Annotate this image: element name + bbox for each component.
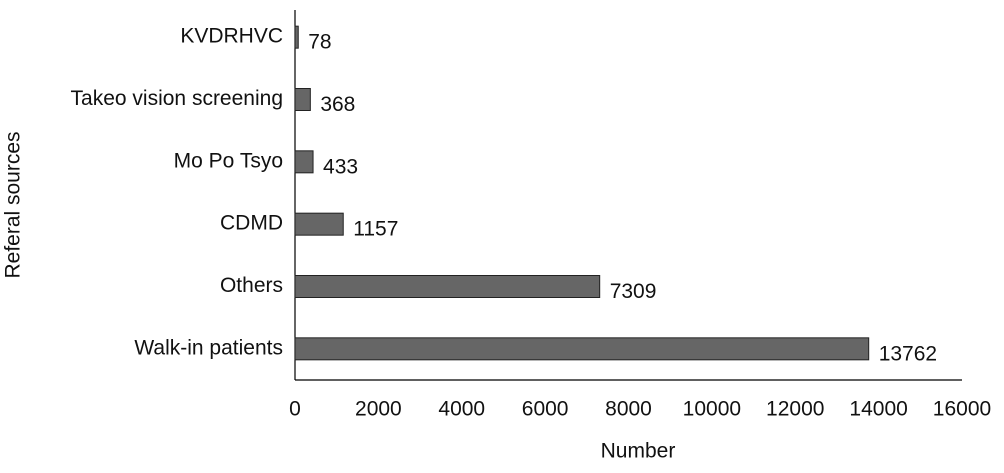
y-tick-label: KVDRHVC <box>180 25 283 48</box>
x-tick-label: 14000 <box>849 398 907 421</box>
bar <box>294 150 314 174</box>
bar <box>294 212 344 236</box>
y-tick-label: Walk-in patients <box>134 336 283 359</box>
x-axis-title: Number <box>601 440 676 463</box>
bar <box>294 337 870 361</box>
y-tick-label: CDMD <box>220 212 283 235</box>
y-tick-label: Mo Po Tsyo <box>174 149 283 172</box>
x-tick-label: 12000 <box>766 398 824 421</box>
y-tick-label: Others <box>220 274 283 297</box>
y-tick-label: Takeo vision screening <box>71 87 283 110</box>
bar <box>294 25 299 49</box>
x-tick-label: 0 <box>289 398 301 421</box>
value-label: 368 <box>320 93 355 116</box>
bar <box>294 88 311 111</box>
value-label: 433 <box>323 155 358 178</box>
bar <box>294 275 601 298</box>
x-tick-label: 16000 <box>933 398 991 421</box>
value-label: 1157 <box>353 218 398 241</box>
x-tick-label: 4000 <box>438 398 485 421</box>
value-label: 78 <box>308 31 331 54</box>
x-tick-label: 6000 <box>522 398 569 421</box>
y-axis-title: Referal sources <box>2 131 25 278</box>
value-label: 7309 <box>610 280 657 303</box>
x-tick-label: 10000 <box>683 398 741 421</box>
x-tick-label: 8000 <box>605 398 652 421</box>
value-label: 13762 <box>879 342 937 365</box>
x-tick-label: 2000 <box>355 398 402 421</box>
